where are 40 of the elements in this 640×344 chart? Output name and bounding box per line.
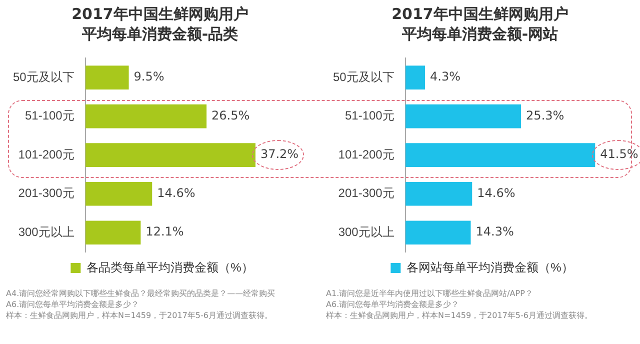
bar bbox=[405, 104, 522, 128]
y-tick-label: 50元及以下 bbox=[12, 70, 74, 84]
data-label: 9.5% bbox=[134, 70, 164, 84]
legend-label: 各品类每单平均消费金额（%） bbox=[86, 260, 254, 274]
data-label: 26.5% bbox=[212, 108, 250, 122]
y-tick-label: 51-100元 bbox=[344, 108, 394, 123]
text: A6.请问您每单平均消费金额是多少？ bbox=[326, 299, 460, 310]
data-label: 14.6% bbox=[477, 186, 516, 200]
chart-title: 2017年中国生鲜网购用户平均每单消费金额-品类 bbox=[70, 4, 250, 44]
chart-title: 2017年中国生鲜网购用户平均每单消费金额-网站 bbox=[390, 4, 570, 44]
data-label: 41.5% bbox=[600, 147, 638, 162]
data-label: 37.2% bbox=[260, 147, 299, 162]
text: A4.请问您经常网购以下哪些生鲜食品？最经常购买的品类是？——经常购买 bbox=[6, 288, 276, 299]
y-tick-label: 50元及以下 bbox=[332, 70, 394, 84]
bar bbox=[85, 143, 256, 168]
text: 样本：生鲜食品网购用户，样本N=1459，于2017年5-6月通过调查获得。 bbox=[326, 310, 594, 321]
y-tick-label: 201-300元 bbox=[18, 186, 74, 200]
text: 样本：生鲜食品网购用户，样本N=1459，于2017年5-6月通过调查获得。 bbox=[6, 310, 274, 321]
y-tick-label: 300元以上 bbox=[18, 224, 74, 239]
data-label: 12.1% bbox=[146, 224, 184, 239]
bar bbox=[85, 104, 207, 128]
data-label: 14.6% bbox=[157, 186, 196, 200]
y-tick-label: 101-200元 bbox=[338, 147, 394, 162]
text: A6.请问您每单平均消费金额是多少？ bbox=[6, 299, 140, 310]
data-label: 14.3% bbox=[476, 224, 514, 239]
y-tick-label: 51-100元 bbox=[24, 108, 74, 123]
bar bbox=[85, 66, 129, 90]
data-label: 25.3% bbox=[526, 108, 564, 122]
text: A1.请问您是近半年内使用过以下哪些生鲜食品网站/APP？ bbox=[326, 288, 534, 299]
bar bbox=[85, 182, 152, 206]
data-label: 4.3% bbox=[430, 70, 461, 84]
bar bbox=[405, 220, 471, 245]
bar bbox=[405, 143, 596, 168]
y-tick-label: 101-200元 bbox=[18, 147, 74, 162]
bar bbox=[405, 66, 426, 90]
bar bbox=[405, 182, 472, 206]
y-tick-label: 300元以上 bbox=[338, 224, 394, 239]
bar bbox=[85, 220, 141, 245]
y-tick-label: 201-300元 bbox=[338, 186, 394, 200]
legend-label: 各网站每单平均消费金额（%） bbox=[406, 260, 574, 274]
